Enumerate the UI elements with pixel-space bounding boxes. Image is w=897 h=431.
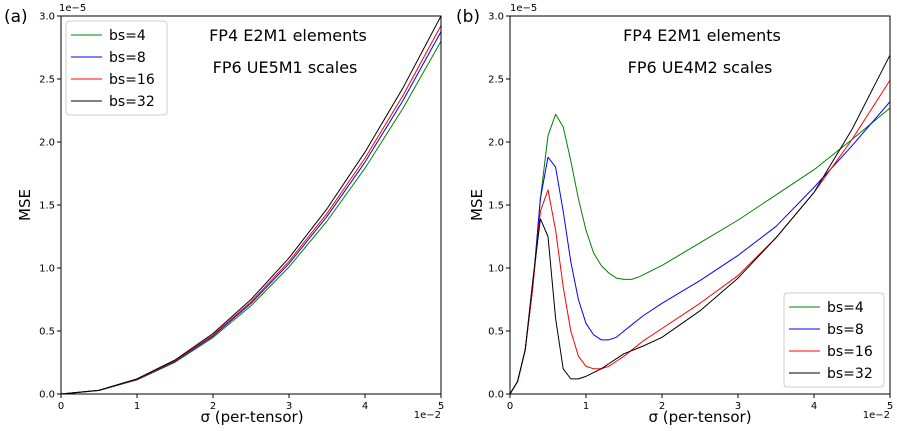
panel-b-ytick-label: 3.0 xyxy=(488,12,504,23)
panel-b-ytick-label: 2.0 xyxy=(488,138,504,149)
panel-b-legend-label: bs=32 xyxy=(827,366,873,382)
panel-b-xtick-label: 4 xyxy=(811,401,817,412)
panel-b-series xyxy=(509,54,891,395)
panel-a-annotation-1: FP4 E2M1 elements xyxy=(209,26,367,45)
panel-a-ytick-label: 0.5 xyxy=(39,327,55,338)
panel-a-xtick-label: 0 xyxy=(58,401,64,412)
panel-a: (a) 1e−5 1e−2 σ (per-tensor) MSE FP4 E2M… xyxy=(4,3,444,426)
panel-a-label: (a) xyxy=(4,7,28,27)
panel-b-ytick-label: 0.5 xyxy=(488,327,504,338)
panel-a-legend-label: bs=4 xyxy=(109,28,146,44)
panel-a-legend: bs=4 bs=8 bs=16 bs=32 xyxy=(65,20,168,116)
panel-b-series-bs-8 xyxy=(509,101,891,395)
panel-b-xtick-label: 2 xyxy=(659,401,665,412)
panel-b-x-offset: 1e−2 xyxy=(863,410,890,421)
panel-a-xlabel: σ (per-tensor) xyxy=(200,408,303,426)
panel-a-ticks: 0 1 2 3 4 5 0.0 0.5 1.0 1.5 2.0 2.5 3.0 xyxy=(39,12,444,413)
panel-b-ytick-label: 1.0 xyxy=(488,264,504,275)
panel-b-ytick-label: 0.0 xyxy=(488,390,504,401)
panel-a-legend-box xyxy=(65,20,168,116)
panel-a-legend-label: bs=32 xyxy=(109,94,155,110)
panel-b: (b) 1e−5 1e−2 σ (per-tensor) MSE FP4 E2M… xyxy=(456,3,893,426)
panel-b-series-bs-16 xyxy=(509,79,891,395)
panel-a-xtick-label: 3 xyxy=(286,401,292,412)
panel-a-legend-label: bs=16 xyxy=(109,72,155,88)
panel-b-legend-label: bs=16 xyxy=(827,344,873,360)
panel-a-y-offset: 1e−5 xyxy=(59,3,86,14)
panel-b-annotation-1: FP4 E2M1 elements xyxy=(623,26,781,45)
panel-b-xtick-label: 1 xyxy=(583,401,589,412)
panel-b-legend-label: bs=4 xyxy=(827,300,864,316)
panel-b-frame xyxy=(509,15,891,395)
panel-b-y-offset: 1e−5 xyxy=(510,3,537,14)
panel-b-legend-box xyxy=(783,292,885,388)
panel-a-ytick-label: 0.0 xyxy=(39,390,55,401)
panel-a-xtick-label: 4 xyxy=(362,401,368,412)
panel-b-xtick-label: 3 xyxy=(735,401,741,412)
panel-b-series-bs-32 xyxy=(509,54,891,395)
panel-a-x-offset: 1e−2 xyxy=(414,410,441,421)
panel-b-legend-label: bs=8 xyxy=(827,322,864,338)
panel-b-xtick-label: 5 xyxy=(887,401,893,412)
panel-a-series xyxy=(60,15,442,395)
panel-a-xtick-label: 1 xyxy=(134,401,140,412)
panel-a-ytick-label: 2.0 xyxy=(39,138,55,149)
panel-b-xlabel: σ (per-tensor) xyxy=(648,408,751,426)
panel-b-label: (b) xyxy=(456,7,480,27)
panel-a-xtick-label: 2 xyxy=(210,401,216,412)
panel-a-annotation-2: FP6 UE5M1 scales xyxy=(213,58,358,77)
panel-b-ytick-label: 1.5 xyxy=(488,201,504,212)
panel-a-xtick-label: 5 xyxy=(438,401,444,412)
panel-a-series-bs-32 xyxy=(60,15,442,395)
panel-a-frame xyxy=(60,15,442,395)
panel-a-ytick-label: 3.0 xyxy=(39,12,55,23)
panel-a-ytick-label: 1.0 xyxy=(39,264,55,275)
panel-a-ytick-label: 1.5 xyxy=(39,201,55,212)
panel-b-annotation-2: FP6 UE4M2 scales xyxy=(628,58,773,77)
panel-b-legend: bs=4 bs=8 bs=16 bs=32 xyxy=(783,292,885,388)
panel-a-legend-label: bs=8 xyxy=(109,50,146,66)
panel-b-ticks: 0 1 2 3 4 5 0.0 0.5 1.0 1.5 2.0 2.5 3.0 xyxy=(488,12,893,413)
panel-a-ylabel: MSE xyxy=(16,189,34,221)
panel-a-ytick-label: 2.5 xyxy=(39,75,55,86)
panel-b-xtick-label: 0 xyxy=(507,401,513,412)
panel-b-ytick-label: 2.5 xyxy=(488,75,504,86)
panel-b-ylabel: MSE xyxy=(468,189,486,221)
